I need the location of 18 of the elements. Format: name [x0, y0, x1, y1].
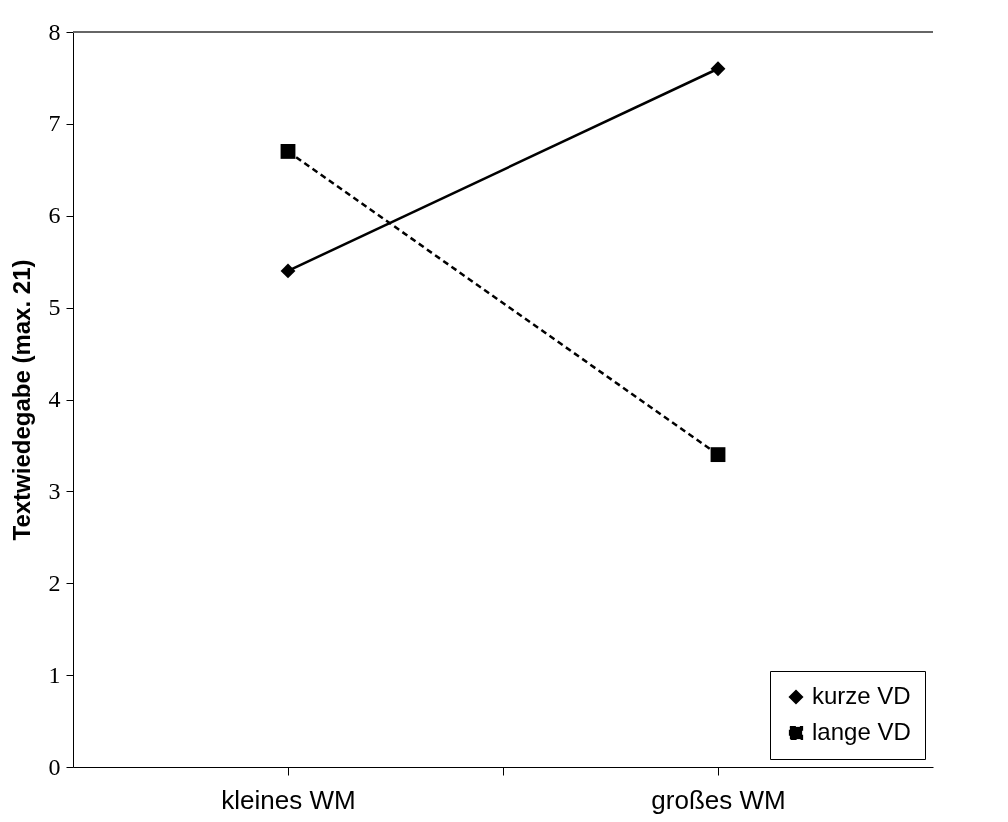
y-tick-label: 4	[48, 386, 61, 412]
y-tick-label: 7	[48, 110, 61, 137]
point	[280, 144, 296, 159]
legend-label: kurze VD	[812, 682, 911, 709]
y-tick-label: 2	[48, 569, 61, 596]
y-tick-label: 3	[48, 477, 61, 504]
point	[280, 263, 296, 279]
y-axis-title: Textwiedegabe (max. 21)	[7, 259, 35, 541]
point	[710, 447, 726, 463]
point	[710, 61, 726, 77]
x-tick-label: kleines WM	[221, 784, 356, 815]
y-tick-label: 8	[48, 18, 61, 45]
y-tick-label: 1	[48, 661, 61, 688]
y-tick-label: 6	[48, 202, 61, 229]
y-tick-label: 5	[48, 294, 61, 321]
y-tick-label: 0	[48, 753, 61, 780]
x-tick-label: großes WM	[651, 784, 786, 815]
legend-label: lange VD	[812, 718, 911, 745]
